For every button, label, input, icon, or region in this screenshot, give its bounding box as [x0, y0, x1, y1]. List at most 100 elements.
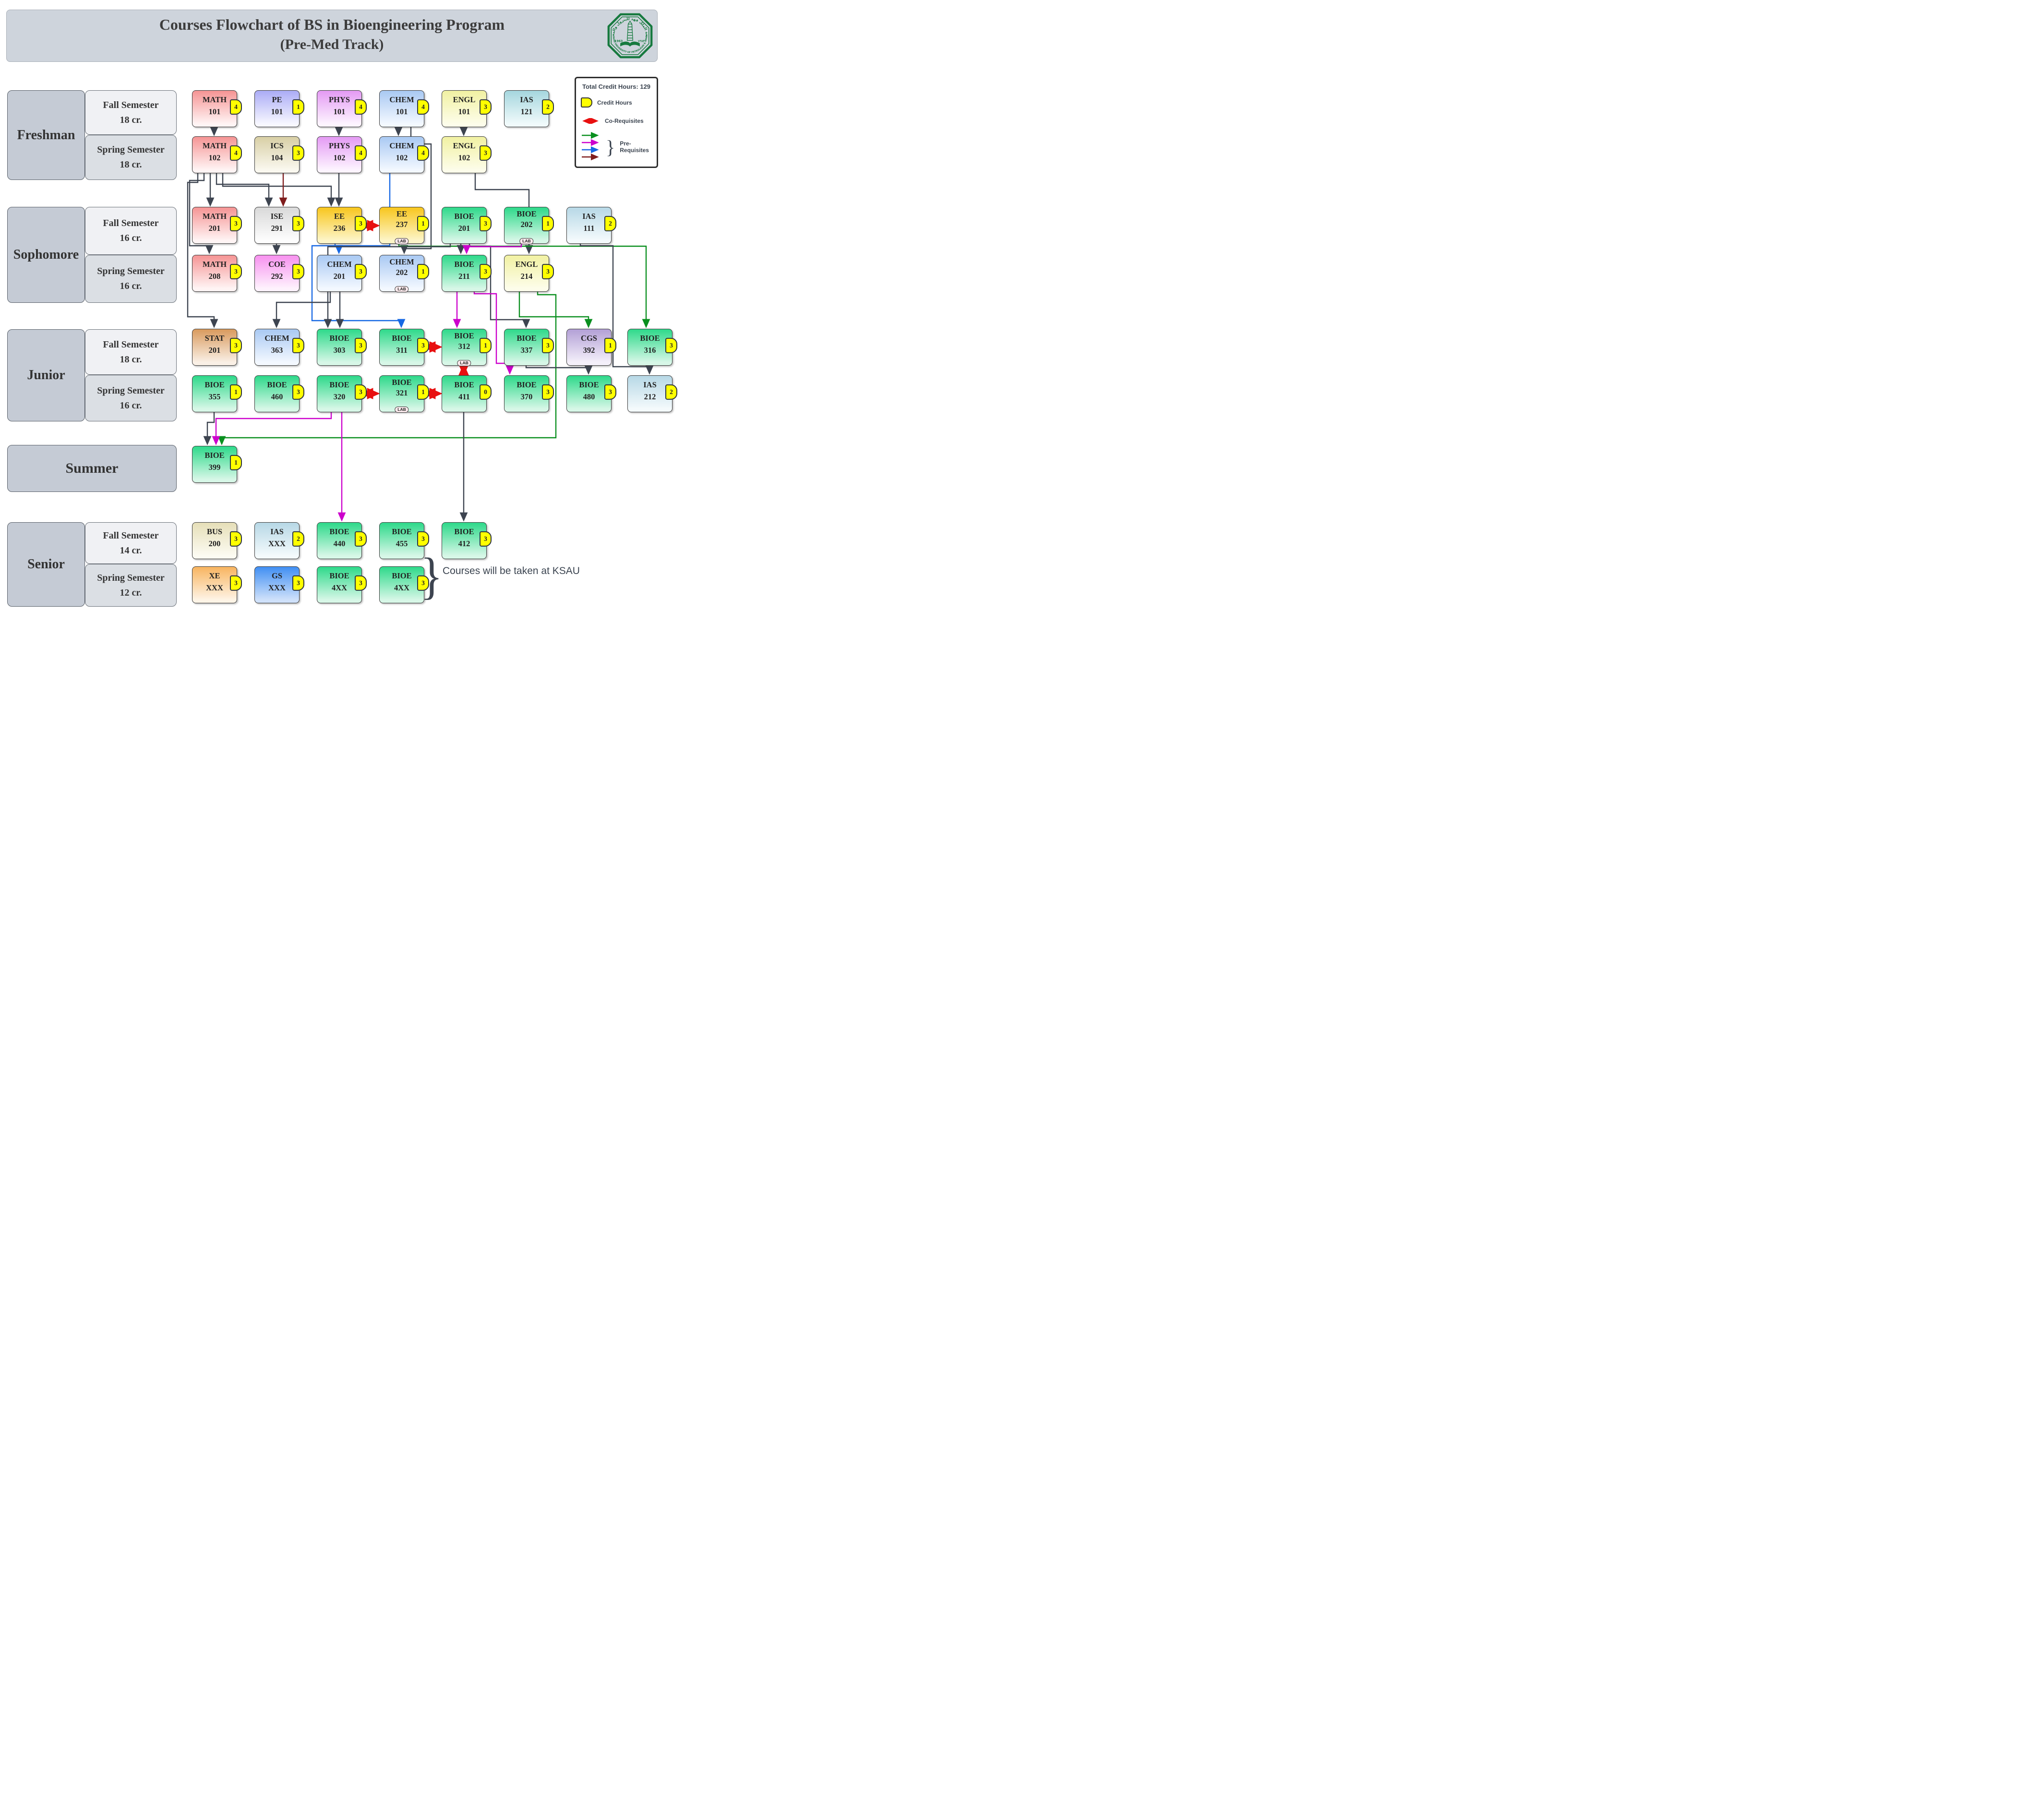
credit-hours-badge: 3 — [355, 337, 367, 353]
kfupm-seal-icon: جامعة الملك فهد للبترول والمعادن KING FA… — [607, 12, 653, 59]
course-code: CHEM 102 — [389, 141, 414, 162]
semester-credits: 14 cr. — [120, 545, 142, 556]
lab-tag: LAB — [519, 238, 534, 244]
edge-bioe-337-to-bioe-480 — [525, 365, 593, 375]
course-box-CHEM-101: CHEM 101 4 — [379, 90, 429, 127]
course-box-BIOE-4XX: BIOE 4XX 3 — [379, 566, 429, 603]
senior-fall-semester: Fall Semester 14 cr. — [85, 522, 177, 564]
course-code: IAS XXX — [268, 527, 286, 548]
lab-tag: LAB — [395, 238, 409, 244]
credit-hours-badge: 3 — [417, 575, 429, 591]
edge-chem-201-to-chem-363 — [272, 291, 331, 328]
semester-label: Fall Semester — [103, 99, 159, 110]
course-code: MATH 201 — [202, 212, 227, 233]
semester-credits: 16 cr. — [120, 281, 142, 291]
ksau-note: Courses will be taken at KSAU — [443, 565, 580, 576]
credit-hours-badge: 3 — [355, 384, 367, 400]
course-code: BIOE 321 — [392, 378, 412, 398]
credit-hours-badge: 3 — [292, 337, 304, 353]
course-box-BIOE-337: BIOE 337 3 — [504, 329, 554, 366]
credit-hours-badge: 1 — [417, 384, 429, 400]
course-code: BIOE 412 — [454, 527, 474, 548]
credit-hours-badge: 3 — [230, 263, 242, 279]
credit-hours-badge: 1 — [292, 99, 304, 115]
course-code: IAS 212 — [643, 380, 657, 401]
legend-co-requisites-label: Co-Requisites — [605, 118, 644, 124]
course-box-EE-236: EE 236 3 — [317, 207, 367, 244]
course-box-BIOE-201: BIOE 201 3 — [442, 207, 492, 244]
credit-hours-badge: 3 — [542, 263, 554, 279]
credit-hours-badge: 0 — [480, 384, 492, 400]
credit-hours-badge: 3 — [480, 263, 492, 279]
course-code: BIOE 480 — [579, 380, 599, 401]
course-box-BIOE-399: BIOE 399 1 — [192, 446, 242, 483]
seal-book-icon — [620, 41, 640, 47]
course-code: BIOE 337 — [517, 334, 537, 355]
credit-hours-badge: 4 — [230, 145, 242, 161]
seal-year-hijri: ١٣٨٣ — [637, 40, 645, 43]
edge-math-102-to-stat-201 — [187, 172, 218, 328]
course-box-GS-XXX: GS XXX 3 — [254, 566, 304, 603]
edge-ee-236-to-bioe-311 — [311, 243, 406, 328]
course-code: EE 237 — [396, 209, 408, 229]
credit-hours-badge: 1 — [604, 337, 616, 353]
course-code: CHEM 363 — [264, 334, 289, 355]
credit-hours-badge: 3 — [417, 531, 429, 547]
course-box-BIOE-411: BIOE 411 0 — [442, 375, 492, 412]
course-code: PE 101 — [271, 95, 283, 116]
course-box-BIOE-320: BIOE 320 3 — [317, 375, 367, 412]
course-box-PHYS-102: PHYS 102 4 — [317, 136, 367, 173]
course-code: MATH 102 — [202, 141, 227, 162]
co-requisite-arrow-icon — [582, 118, 599, 124]
credit-hours-badge: 3 — [230, 216, 242, 231]
credit-hours-badge: 4 — [355, 145, 367, 161]
junior-fall-semester: Fall Semester 18 cr. — [85, 329, 177, 375]
year-junior: Junior — [7, 329, 85, 421]
course-code: COE 292 — [268, 260, 286, 281]
course-box-BIOE-460: BIOE 460 3 — [254, 375, 304, 412]
credit-hours-badge: 3 — [355, 216, 367, 231]
course-code: CHEM 101 — [389, 95, 414, 116]
course-code: MATH 101 — [202, 95, 227, 116]
credit-hours-badge: 3 — [230, 337, 242, 353]
credit-hours-badge: 2 — [604, 216, 616, 231]
credit-hours-badge: 1 — [542, 216, 554, 231]
course-box-ENGL-214: ENGL 214 3 — [504, 255, 554, 292]
course-box-BUS-200: BUS 200 3 — [192, 522, 242, 559]
credit-hours-badge: 4 — [417, 145, 429, 161]
course-code: BIOE 312 — [454, 331, 474, 351]
credit-hours-badge: 4 — [355, 99, 367, 115]
course-box-BIOE-455: BIOE 455 3 — [379, 522, 429, 559]
credit-hours-badge: 1 — [417, 263, 429, 279]
course-box-BIOE-311: BIOE 311 3 — [379, 329, 429, 366]
course-box-COE-292: COE 292 3 — [254, 255, 304, 292]
course-code: BIOE 211 — [454, 260, 474, 281]
credit-hours-badge: 3 — [604, 384, 616, 400]
year-summer: Summer — [7, 445, 177, 492]
course-box-EE-237: EE 237 1 LAB — [379, 207, 429, 244]
course-box-ISE-291: ISE 291 3 — [254, 207, 304, 244]
course-code: ICS 104 — [270, 141, 284, 162]
course-code: MATH 208 — [202, 260, 227, 281]
semester-credits: 16 cr. — [120, 400, 142, 411]
semester-credits: 18 cr. — [120, 354, 142, 365]
course-box-BIOE-355: BIOE 355 1 — [192, 375, 242, 412]
year-senior: Senior — [7, 522, 85, 607]
credit-hours-badge: 3 — [480, 99, 492, 115]
semester-label: Spring Semester — [97, 266, 165, 276]
flowchart-page: Courses Flowchart of BS in Bioengineerin… — [0, 0, 681, 609]
lab-tag: LAB — [457, 360, 471, 366]
course-code: BIOE 4XX — [329, 571, 349, 592]
course-box-MATH-101: MATH 101 4 — [192, 90, 242, 127]
credit-hours-badge: 2 — [665, 384, 677, 400]
course-box-BIOE-440: BIOE 440 3 — [317, 522, 367, 559]
course-box-CGS-392: CGS 392 1 — [566, 329, 616, 366]
course-code: BIOE 4XX — [392, 571, 412, 592]
legend-credit-hours-label: Credit Hours — [597, 99, 632, 106]
freshman-fall-semester: Fall Semester 18 cr. — [85, 90, 177, 135]
course-box-MATH-208: MATH 208 3 — [192, 255, 242, 292]
course-code: ENGL 214 — [515, 260, 538, 281]
semester-label: Spring Semester — [97, 572, 165, 583]
course-box-IAS-111: IAS 111 2 — [566, 207, 616, 244]
course-code: XE XXX — [206, 571, 223, 592]
